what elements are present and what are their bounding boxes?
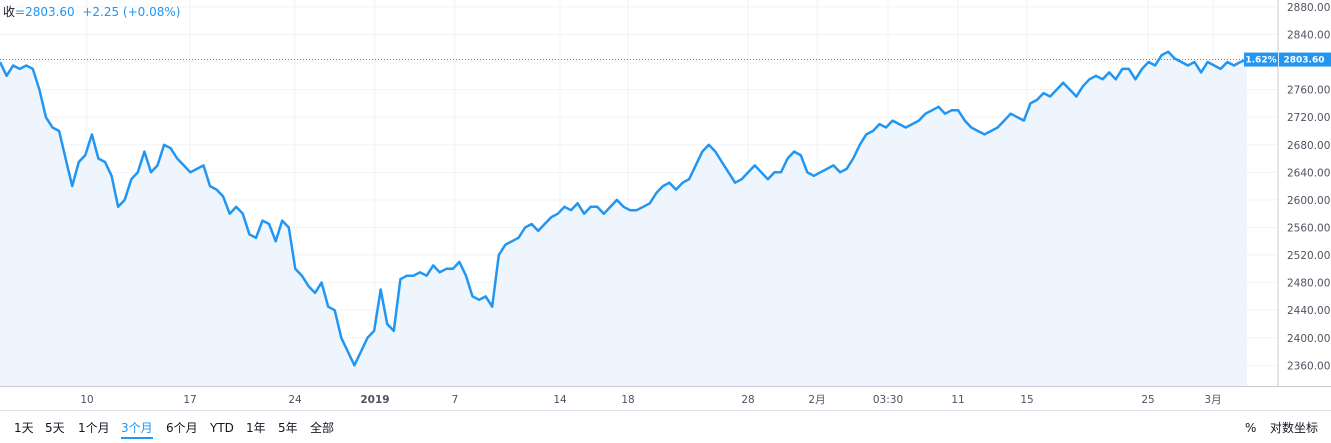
axis-layer: 2360.00 2400.00 2440.00 2480.00 2520.00 2560.… (0, 0, 1331, 406)
x-tick-label: 15 (1020, 394, 1033, 406)
legend-value: =2803.60 (15, 5, 75, 19)
x-tick-label: 03:30 (873, 394, 903, 406)
series-line (0, 50, 1248, 367)
x-tick-label: 7 (452, 394, 459, 406)
range-button[interactable]: 全部 (310, 421, 335, 435)
range-button[interactable]: 1天 (14, 421, 34, 435)
chart-area[interactable]: 2360.00 2400.00 2440.00 2480.00 2520.00 2560.… (0, 0, 1331, 410)
y-tick-label: 2840.00 (1287, 29, 1330, 41)
legend: 收=2803.60 +2.25 (+0.08%) (3, 4, 180, 20)
range-button[interactable]: 5天 (45, 421, 65, 435)
y-tick-label: 2720.00 (1287, 112, 1330, 124)
x-tick-label: 10 (80, 394, 93, 406)
percent-tag (1244, 52, 1278, 67)
range-button[interactable]: 1个月 (78, 421, 110, 435)
price-chart[interactable]: 2360.00 2400.00 2440.00 2480.00 2520.00 2560.… (0, 0, 1331, 410)
y-tick-label: 2440.00 (1287, 305, 1330, 317)
x-tick-label: 2月 (808, 394, 825, 406)
y-tick-label: 2480.00 (1287, 278, 1330, 290)
x-tick-label: 28 (741, 394, 754, 406)
price-tag-label: 2803.60 (1284, 56, 1325, 66)
range-button[interactable]: 5年 (278, 421, 298, 435)
range-button[interactable]: 6个月 (166, 421, 198, 435)
x-tick-label: 18 (621, 394, 634, 406)
y-tick-label: 2760.00 (1287, 85, 1330, 97)
range-button[interactable]: 3个月 (121, 420, 153, 439)
x-tick-label: 17 (183, 394, 196, 406)
y-tick-label: 2880.00 (1287, 2, 1330, 14)
legend-label: 收 (3, 5, 16, 19)
price-tag (1279, 52, 1331, 67)
y-tick-label: 2680.00 (1287, 140, 1330, 152)
range-toolbar: % 对数坐标 1天 5天 1个月 3个月 6个月 YTD 1年 5年 全部 (0, 410, 1331, 443)
x-tick-label: 3月 (1204, 394, 1221, 406)
legend-change: +2.25 (+0.08%) (82, 5, 181, 19)
y-tick-label: 2600.00 (1287, 195, 1330, 207)
percent-scale-toggle[interactable]: % (1245, 421, 1257, 435)
x-tick-label: 25 (1141, 394, 1154, 406)
x-tick-label: 2019 (360, 394, 389, 406)
range-button[interactable]: YTD (210, 421, 234, 435)
log-scale-toggle[interactable]: 对数坐标 (1270, 421, 1319, 435)
y-tick-label: 2560.00 (1287, 222, 1330, 234)
y-tick-label: 2520.00 (1287, 250, 1330, 262)
x-tick-label: 14 (553, 394, 567, 406)
area-layer (0, 50, 1248, 386)
y-tick-label: 2360.00 (1287, 360, 1330, 372)
y-tick-label: 2640.00 (1287, 167, 1330, 179)
percent-tag-label: 1.62% (1245, 56, 1276, 66)
series-area (0, 51, 1247, 386)
x-tick-label: 11 (951, 394, 964, 406)
x-tick-label: 24 (288, 394, 302, 406)
y-tick-label: 2400.00 (1287, 333, 1330, 345)
range-button[interactable]: 1年 (246, 421, 266, 435)
